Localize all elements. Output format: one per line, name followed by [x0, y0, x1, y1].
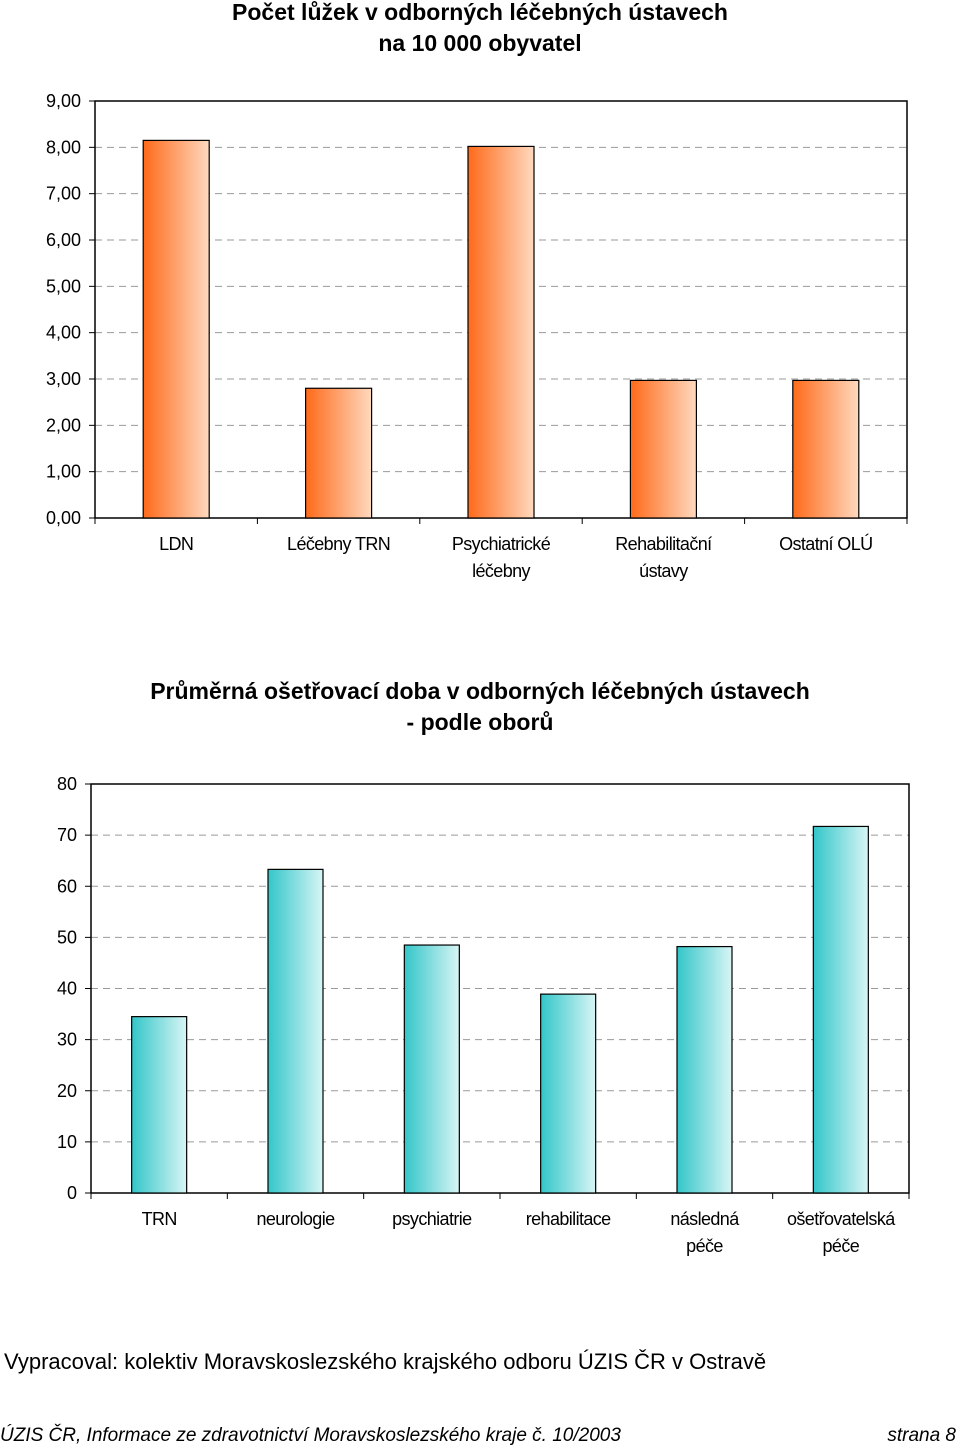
category-label: péče — [823, 1236, 860, 1256]
category-label: rehabilitace — [526, 1209, 611, 1229]
y-tick-label: 6,00 — [46, 230, 81, 250]
bar — [629, 379, 698, 519]
category-label: ošetřovatelská — [787, 1209, 896, 1229]
chart-title-line: Průměrná ošetřovací doba v odborných léč… — [150, 678, 810, 704]
y-tick-label: 9,00 — [46, 91, 81, 111]
y-tick-label: 10 — [57, 1132, 77, 1152]
bar — [812, 825, 869, 1194]
bar — [792, 379, 860, 519]
y-tick-label: 1,00 — [46, 462, 81, 482]
y-tick-label: 50 — [57, 927, 77, 947]
y-tick-label: 60 — [57, 876, 77, 896]
category-label: Léčebny TRN — [287, 534, 390, 554]
category-label: péče — [686, 1236, 723, 1256]
category-label: Rehabilitační — [615, 534, 712, 554]
bar — [403, 944, 460, 1194]
y-tick-label: 40 — [57, 979, 77, 999]
y-tick-label: 70 — [57, 825, 77, 845]
publication-text: ÚZIS ČR, Informace ze zdravotnictví Mora… — [0, 1425, 621, 1446]
y-tick-label: 2,00 — [46, 415, 81, 435]
y-tick-label: 0 — [67, 1183, 77, 1203]
chart-title-line: Počet lůžek v odborných léčebných ústave… — [232, 0, 728, 25]
category-label: neurologie — [256, 1209, 335, 1229]
page-footer: ÚZIS ČR, Informace ze zdravotnictví Mora… — [0, 1425, 956, 1447]
y-tick-label: 3,00 — [46, 369, 81, 389]
category-label: Ostatní OLÚ — [779, 533, 872, 554]
chart-average-treatment-duration: Průměrná ošetřovací doba v odborných léč… — [57, 678, 910, 1256]
page-number: strana 8 — [887, 1425, 956, 1446]
bar — [467, 145, 535, 519]
bar — [676, 945, 733, 1194]
chart-beds-per-10000: Počet lůžek v odborných léčebných ústave… — [46, 0, 908, 581]
category-label: LDN — [159, 534, 193, 554]
bar — [142, 139, 210, 519]
bar — [131, 1016, 188, 1194]
credit-text: Vypracoval: kolektiv Moravskoslezského k… — [4, 1349, 767, 1374]
category-label: léčebny — [472, 561, 530, 581]
y-tick-label: 5,00 — [46, 276, 81, 296]
y-tick-label: 30 — [57, 1030, 77, 1050]
category-label: Psychiatrické — [452, 534, 551, 554]
y-tick-label: 80 — [57, 774, 77, 794]
category-label: ústavy — [639, 561, 688, 581]
y-tick-label: 7,00 — [46, 184, 81, 204]
y-tick-label: 0,00 — [46, 508, 81, 528]
bar — [305, 387, 373, 519]
category-label: psychiatrie — [392, 1209, 472, 1229]
y-tick-label: 4,00 — [46, 323, 81, 343]
chart-title-line: na 10 000 obyvatel — [378, 30, 581, 56]
category-label: následná — [670, 1209, 740, 1229]
y-tick-label: 20 — [57, 1081, 77, 1101]
y-tick-label: 8,00 — [46, 137, 81, 157]
bar — [540, 993, 597, 1194]
bar — [267, 868, 324, 1194]
chart-title-line: - podle oborů — [407, 709, 554, 735]
category-label: TRN — [142, 1209, 177, 1229]
